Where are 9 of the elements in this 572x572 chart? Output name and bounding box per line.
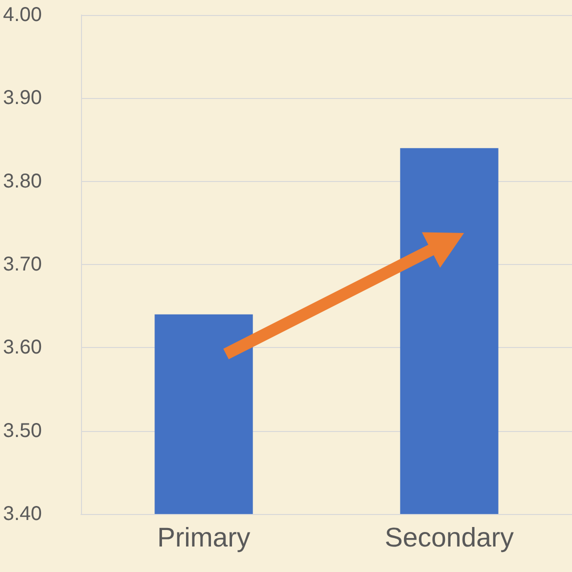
- x-tick-label: Secondary: [384, 522, 514, 552]
- y-tick-label: 3.40: [3, 503, 42, 525]
- y-tick-label: 3.60: [3, 336, 42, 359]
- y-tick-label: 3.70: [3, 254, 42, 276]
- y-tick-label: 3.90: [3, 87, 42, 110]
- y-tick-label: 4.00: [3, 4, 42, 26]
- x-tick-label: Primary: [157, 522, 251, 552]
- y-tick-label: 3.50: [3, 420, 42, 442]
- y-tick-label: 3.80: [3, 170, 42, 192]
